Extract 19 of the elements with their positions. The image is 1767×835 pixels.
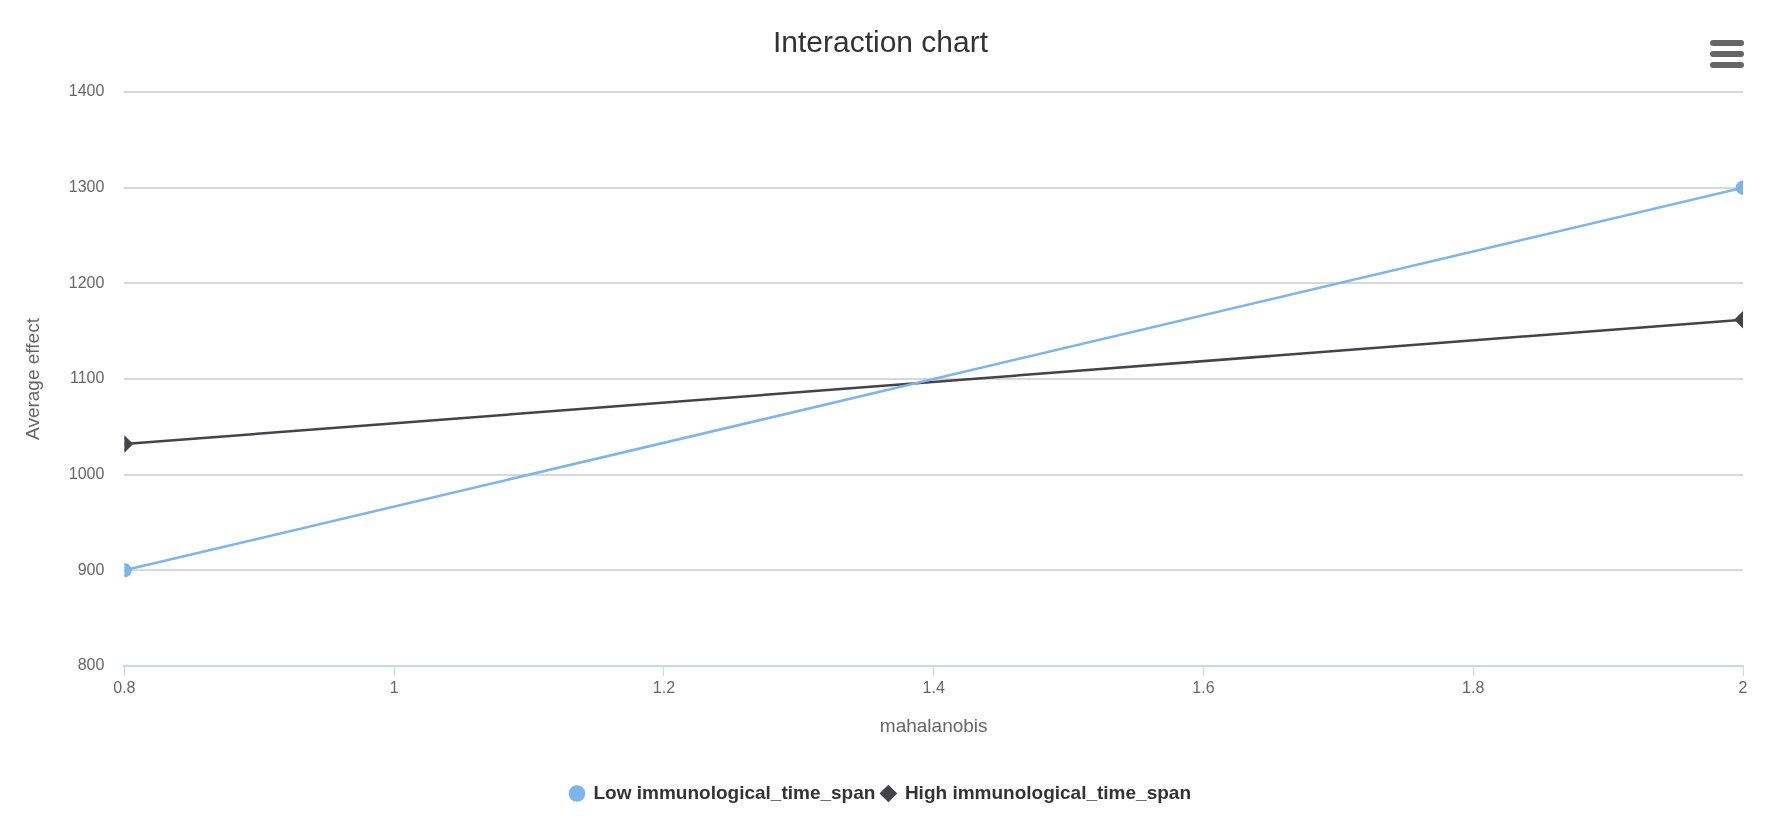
- y-tick-label: 1200: [68, 273, 105, 291]
- y-axis-title: Average effect: [21, 317, 43, 440]
- y-tick-label: 1400: [68, 82, 105, 100]
- legend-label: High immunological_time_span: [904, 781, 1191, 803]
- y-tick-label: 1300: [68, 178, 105, 196]
- x-tick-label: 0.8: [113, 679, 136, 697]
- x-tick-label: 1.6: [1192, 679, 1215, 697]
- y-tick-label: 800: [77, 656, 105, 674]
- x-axis-title: mahalanobis: [879, 714, 988, 736]
- x-tick-label: 1.2: [652, 679, 676, 697]
- y-tick-label: 1100: [69, 369, 105, 387]
- y-tick-label: 1000: [68, 465, 105, 483]
- x-tick-label: 1.4: [922, 679, 945, 697]
- chart-title: Interaction chart: [772, 25, 989, 59]
- legend-label: Low immunological_time_span: [593, 781, 876, 803]
- x-tick-label: 2: [1738, 679, 1748, 697]
- x-tick-label: 1.8: [1462, 679, 1485, 697]
- x-tick-label: 1: [389, 679, 399, 697]
- y-tick-label: 900: [77, 560, 105, 578]
